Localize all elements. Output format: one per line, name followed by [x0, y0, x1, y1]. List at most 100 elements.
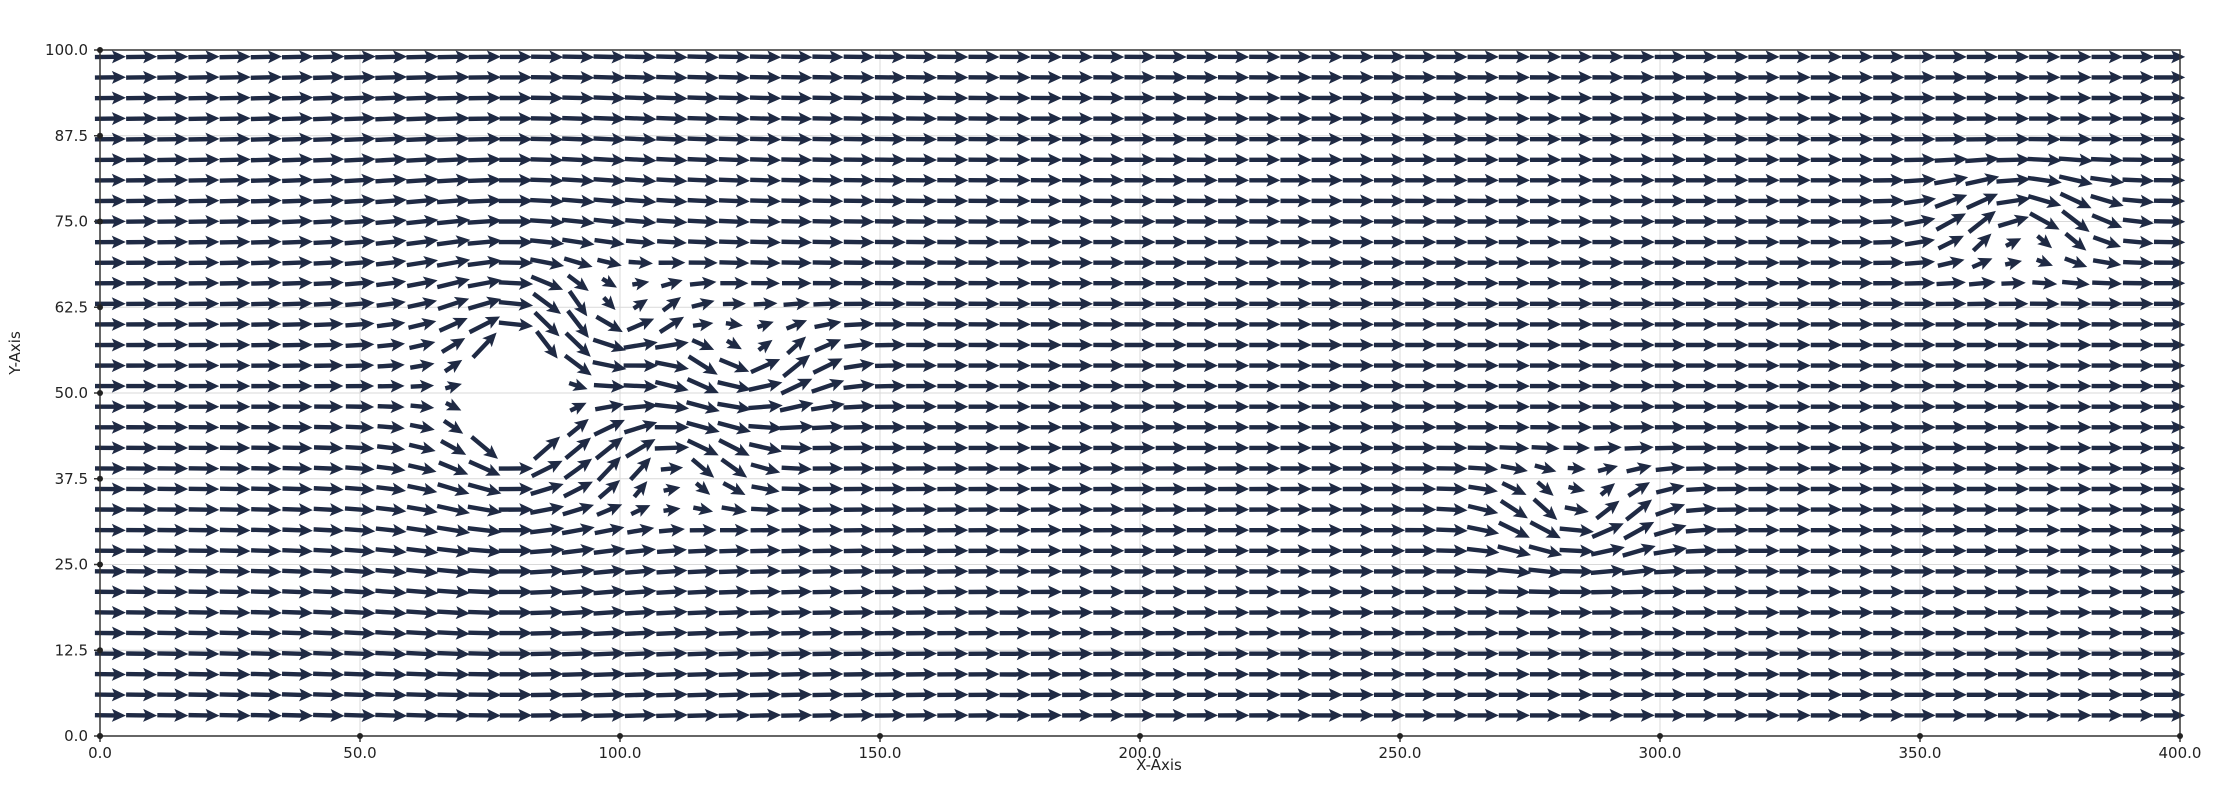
vector-arrow: [1530, 359, 1562, 373]
vector-arrow: [1498, 420, 1530, 434]
vector-arrow: [406, 132, 439, 146]
vector-arrow: [906, 667, 938, 681]
vector-arrow: [1623, 688, 1655, 702]
vector-arrow: [1373, 112, 1406, 126]
vector-arrow: [251, 359, 282, 373]
vector-arrow: [1342, 626, 1375, 640]
vector-arrow: [843, 626, 875, 640]
vector-arrow: [1155, 91, 1187, 105]
vector-arrow: [1030, 564, 1062, 578]
vector-arrow: [1561, 338, 1593, 352]
vector-arrow: [344, 112, 376, 126]
vector-arrow: [1280, 132, 1312, 146]
vector-arrow: [406, 256, 439, 269]
vector-arrow: [2029, 359, 2061, 373]
vector-arrow: [126, 338, 157, 352]
vector-arrow: [1155, 70, 1187, 84]
vector-arrow: [906, 461, 937, 475]
vector-arrow: [1186, 585, 1218, 599]
vector-arrow: [410, 379, 435, 393]
vector-arrow: [1998, 667, 2030, 681]
vector-arrow: [843, 50, 875, 64]
vector-arrow: [250, 585, 282, 599]
vector-arrow: [1873, 194, 1905, 208]
vector-arrow: [1654, 626, 1686, 640]
vector-arrow: [1311, 317, 1343, 331]
vector-arrow: [1971, 233, 1992, 253]
vector-arrow: [313, 235, 345, 249]
vector-arrow: [498, 297, 534, 311]
vector-arrow: [814, 338, 842, 353]
vector-arrow: [250, 153, 282, 167]
vector-arrow: [1529, 520, 1561, 539]
vector-arrow: [1311, 379, 1343, 393]
vector-arrow: [282, 359, 313, 373]
vector-arrow: [1124, 523, 1156, 537]
vector-arrow: [1873, 647, 1905, 661]
vector-arrow: [719, 523, 749, 537]
vector-arrow: [1965, 153, 2000, 167]
vector-arrow: [1779, 338, 1811, 352]
vector-arrow: [906, 708, 938, 722]
vector-arrow: [1436, 605, 1468, 619]
vector-arrow: [1501, 481, 1527, 495]
vector-arrow: [843, 297, 875, 311]
vector-arrow: [1592, 626, 1624, 640]
vector-arrow: [1249, 256, 1281, 270]
vector-arrow: [1280, 112, 1312, 126]
vector-arrow: [1311, 297, 1343, 311]
x-tick-dot: [2177, 733, 2183, 739]
vector-arrow: [1249, 400, 1281, 414]
vector-arrow: [1280, 523, 1312, 537]
vector-arrow: [1155, 626, 1187, 640]
vector-arrow: [1311, 359, 1343, 373]
vector-arrow: [1468, 482, 1498, 496]
vector-arrow: [1561, 70, 1593, 84]
vector-arrow: [1249, 667, 1281, 681]
vector-arrow: [718, 647, 750, 661]
vector-arrow: [344, 606, 376, 620]
vector-arrow: [1155, 605, 1187, 619]
vector-arrow: [467, 214, 502, 228]
vector-arrow: [1748, 379, 1780, 393]
vector-arrow: [157, 564, 189, 578]
vector-arrow: [94, 256, 126, 270]
vector-arrow: [1374, 503, 1406, 517]
vector-arrow: [1717, 91, 1749, 105]
vector-arrow: [251, 379, 282, 393]
vector-arrow: [1093, 585, 1125, 599]
vector-arrow: [843, 585, 875, 599]
vector-arrow: [251, 235, 282, 249]
vector-arrow: [1405, 605, 1437, 619]
vector-arrow: [1311, 50, 1343, 64]
vector-arrow: [1124, 91, 1156, 105]
vector-arrow: [906, 420, 937, 434]
vector-arrow: [1996, 173, 2031, 187]
vector-arrow: [1627, 482, 1651, 498]
vector-arrow: [1030, 317, 1062, 331]
vector-arrow: [1904, 708, 1936, 722]
vector-arrow: [1842, 297, 1874, 311]
vector-arrow: [779, 399, 814, 413]
vector-arrow: [1592, 112, 1624, 126]
vector-arrow: [1873, 153, 1905, 167]
vector-arrow: [1779, 194, 1811, 208]
vector-arrow: [1779, 564, 1811, 578]
vector-arrow: [812, 523, 844, 537]
vector-arrow: [1467, 70, 1499, 84]
vector-arrow: [1124, 708, 1156, 722]
vector-arrow: [1685, 564, 1718, 578]
vector-arrow: [874, 132, 906, 146]
vector-arrow: [1498, 153, 1531, 167]
vector-arrow: [1498, 215, 1530, 228]
vector-arrow: [749, 708, 782, 722]
vector-arrow: [188, 585, 220, 599]
vector-arrow: [1093, 276, 1125, 290]
vector-arrow: [968, 626, 1000, 640]
vector-arrow: [1280, 647, 1312, 661]
vector-arrow: [2090, 153, 2124, 167]
vector-arrow: [313, 708, 345, 722]
x-tick-label: 250.0: [1379, 744, 1422, 762]
vector-arrow: [1779, 420, 1811, 434]
vector-arrow: [968, 256, 1000, 270]
